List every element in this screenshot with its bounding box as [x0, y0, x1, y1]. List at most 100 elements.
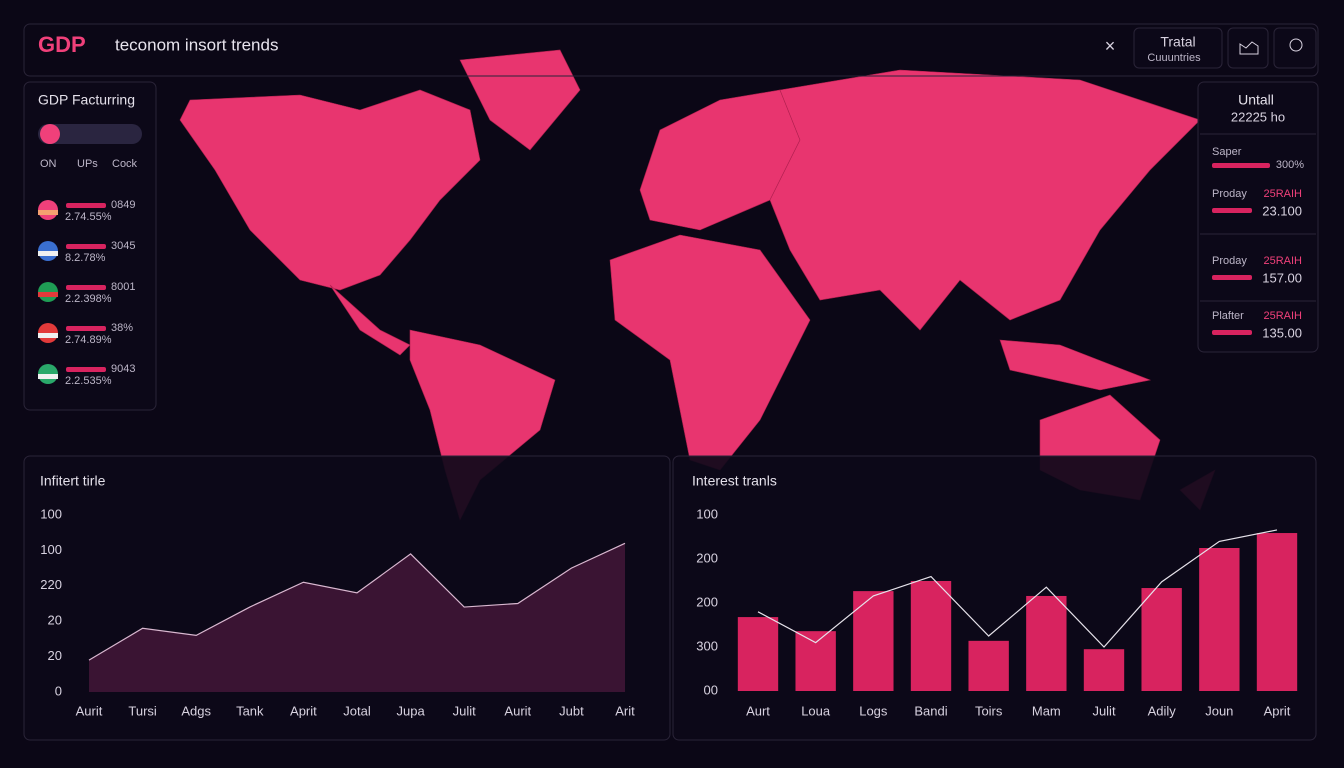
panel-title: GDP Facturring: [38, 92, 135, 108]
row-label: Proday: [1212, 188, 1247, 200]
header-frame: [23, 23, 1319, 77]
y-tick-label: 20: [48, 613, 62, 628]
toggle-knob[interactable]: [40, 124, 60, 144]
row-percent: 8.2.78%: [65, 252, 106, 264]
row-value: 3045: [111, 240, 135, 252]
row-value: 8001: [111, 281, 135, 293]
x-tick-label: Aurit: [76, 703, 103, 718]
y-tick-label: 100: [40, 506, 62, 521]
panel-frame: [1197, 81, 1319, 353]
bar: [795, 631, 836, 691]
x-tick-label: Aprit: [290, 703, 317, 718]
row-bar: [1212, 330, 1252, 335]
right-panel: Untall 22225 ho Saper 300% Proday 25RAIH 23.…: [1197, 81, 1319, 353]
x-tick-label: Bandi: [914, 703, 947, 718]
header: GDP teconom insort trends × Tratal Cuuun…: [23, 23, 1319, 77]
chart: Infitert tirle 0 20 20 220 100 100 Aurit Tursi Ad…: [23, 455, 671, 741]
x-tick-label: Jubt: [559, 703, 584, 718]
x-tick-label: Tursi: [128, 703, 157, 718]
logo: GDP: [38, 32, 86, 57]
bar: [1141, 588, 1182, 691]
x-tick-label: Aurt: [746, 703, 770, 718]
row-value: 23.100: [1262, 203, 1302, 218]
search-icon: [1289, 38, 1303, 52]
row-value: 0849: [111, 199, 135, 211]
row-bar: [1212, 208, 1252, 213]
row-percent: 2.74.89%: [65, 334, 112, 346]
row-bar: [66, 285, 106, 290]
row-bar: [1212, 275, 1252, 280]
flag-stripe: [38, 251, 58, 256]
icon-button[interactable]: [1227, 27, 1269, 69]
y-tick-label: 20: [48, 648, 62, 663]
panel-title: Untall: [1238, 92, 1274, 108]
chart-icon: [1239, 41, 1259, 55]
x-tick-label: Adily: [1148, 703, 1177, 718]
x-tick-label: Jotal: [343, 703, 371, 718]
x-tick-label: Jupa: [396, 703, 425, 718]
toggle-label[interactable]: ON: [40, 158, 57, 170]
bar: [910, 581, 952, 691]
x-tick-label: Julit: [1092, 703, 1116, 718]
row-label: Plafter: [1212, 310, 1244, 322]
close-icon[interactable]: ×: [1105, 36, 1116, 56]
row-percent: 2.2.535%: [65, 375, 112, 387]
y-tick-label: 200: [696, 550, 718, 565]
row-percent: 2.2.398%: [65, 293, 112, 305]
x-tick-label: Arit: [615, 703, 635, 718]
row-percent: 2.74.55%: [65, 211, 112, 223]
y-tick-label: 300: [696, 638, 718, 653]
row-bar: [66, 244, 106, 249]
row-tag: 25RAIH: [1263, 255, 1302, 267]
panel-total: 22225 ho: [1231, 109, 1285, 124]
toggle-label[interactable]: Cock: [112, 158, 138, 170]
y-tick-label: 0: [55, 683, 62, 698]
chart-title: Infitert tirle: [40, 473, 106, 489]
x-tick-label: Joun: [1205, 703, 1233, 718]
button[interactable]: [1133, 27, 1223, 69]
flag-stripe: [38, 333, 58, 338]
x-tick-label: Toirs: [975, 703, 1003, 718]
y-tick-label: 200: [696, 594, 718, 609]
button-sublabel[interactable]: Cuuuntries: [1147, 52, 1201, 64]
row-label: Saper: [1212, 146, 1242, 158]
y-tick-label: 100: [40, 542, 62, 557]
toggle-track[interactable]: [38, 124, 142, 144]
x-tick-label: Aurit: [504, 703, 531, 718]
flag-stripe: [38, 292, 58, 297]
row-label: Proday: [1212, 255, 1247, 267]
x-tick-label: Aprit: [1264, 703, 1291, 718]
bar: [1026, 595, 1067, 691]
x-tick-label: Logs: [859, 703, 888, 718]
y-tick-label: 00: [704, 682, 718, 697]
bar: [853, 591, 894, 691]
row-value: 38%: [111, 322, 133, 334]
bar: [1256, 533, 1298, 691]
x-tick-label: Adgs: [181, 703, 211, 718]
row-value: 135.00: [1262, 325, 1302, 340]
line: [757, 529, 1278, 648]
row-bar: [66, 203, 106, 208]
x-tick-label: Julit: [453, 703, 477, 718]
toggle-label[interactable]: UPs: [77, 158, 98, 170]
flag-stripe: [38, 374, 58, 379]
row-value: 300%: [1276, 159, 1304, 171]
line: [88, 542, 626, 661]
bar: [1083, 649, 1125, 691]
x-tick-label: Mam: [1032, 703, 1061, 718]
icon-button[interactable]: [1273, 27, 1317, 69]
flag-stripe: [38, 210, 58, 215]
button-label[interactable]: Tratal: [1160, 34, 1195, 50]
row-bar: [66, 367, 106, 372]
y-tick-label: 100: [696, 506, 718, 521]
bar: [968, 640, 1009, 691]
x-tick-label: Tank: [236, 703, 264, 718]
y-tick-label: 220: [40, 577, 62, 592]
x-tick-label: Loua: [801, 703, 831, 718]
row-value: 9043: [111, 363, 135, 375]
row-tag: 25RAIH: [1263, 310, 1302, 322]
row-bar: [66, 326, 106, 331]
bar: [737, 617, 779, 691]
chart: Interest tranls 00 300 200 200 100 Aurt Loua Log…: [672, 455, 1317, 741]
